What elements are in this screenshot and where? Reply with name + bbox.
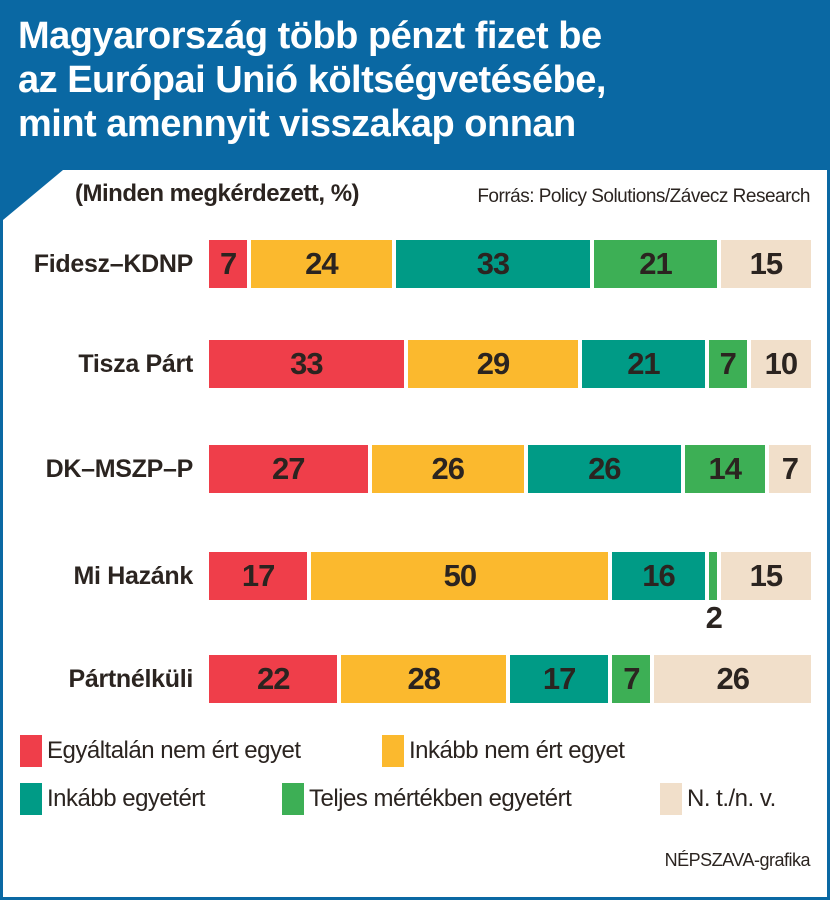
bar-segment: 7	[708, 340, 747, 388]
bar-segment: 15	[720, 240, 811, 288]
bar-segment: 33	[209, 340, 404, 388]
data-label: 17	[542, 661, 576, 696]
bar-segment: 7	[768, 445, 811, 493]
bar-row: 22 28 17 7 26	[209, 655, 811, 703]
category-label: Fidesz–KDNP	[33, 250, 194, 278]
bar-segment: 21	[582, 340, 705, 388]
bar-segment: 26	[371, 445, 525, 493]
bar-segment	[708, 552, 717, 600]
bar-segment: 15	[720, 552, 811, 600]
bar-segment: 17	[510, 655, 609, 703]
data-label: 33	[290, 346, 323, 381]
bar-segment: 7	[209, 240, 248, 288]
category-label: Mi Hazánk	[73, 562, 193, 590]
legend-item-no-answer: N. t./n. v.	[660, 783, 776, 815]
data-label: 50	[443, 558, 477, 593]
data-label: 16	[642, 558, 675, 593]
data-label: 26	[588, 451, 621, 486]
legend-item-rather-agree: Inkább egyetért	[20, 783, 205, 815]
title-line-3: mint amennyit visszakap onnan	[18, 103, 576, 145]
data-label: 10	[764, 346, 798, 381]
data-label: 15	[749, 558, 783, 593]
bar-row: 17 50 16 15	[209, 552, 811, 600]
bar-row: 27 26 26 14 7	[209, 445, 811, 493]
data-label: 21	[627, 346, 660, 381]
legend-label: Inkább nem ért egyet	[409, 737, 625, 764]
bar-segment: 28	[341, 655, 506, 703]
legend-label: Teljes mértékben egyetért	[309, 785, 572, 812]
data-label: 7	[719, 346, 737, 381]
bar-segment: 17	[209, 552, 308, 600]
category-label: Pártnélküli	[68, 665, 193, 693]
category-label: Tisza Párt	[78, 350, 193, 378]
bar-row: 7 24 33 21 15	[209, 240, 811, 288]
bar-segment: 26	[528, 445, 681, 493]
data-label: 17	[241, 558, 275, 593]
credit-note: NÉPSZAVA-grafika	[664, 850, 811, 870]
legend-label: N. t./n. v.	[687, 785, 776, 812]
legend-label: Egyáltalán nem ért egyet	[47, 737, 301, 764]
bar-segment: 10	[750, 340, 811, 388]
data-label: 7	[623, 661, 640, 696]
legend-item-strongly-disagree: Egyáltalán nem ért egyet	[20, 735, 301, 767]
data-label: 27	[272, 451, 305, 486]
legend-swatch-beige	[660, 783, 682, 815]
data-label: 28	[407, 661, 440, 696]
legend-swatch-yellow	[382, 735, 404, 767]
title-line-2: az Európai Unió költségvetésébe,	[18, 59, 606, 101]
data-label: 33	[476, 246, 510, 281]
data-label: 29	[476, 346, 510, 381]
data-label-outside: 2	[705, 600, 723, 635]
bar-segment: 33	[395, 240, 591, 288]
title-line-1: Magyarország több pénzt fizet be	[18, 15, 602, 57]
data-label: 14	[708, 451, 741, 486]
data-label: 24	[305, 246, 338, 281]
bar-segment: 29	[407, 340, 579, 388]
data-label: 22	[256, 661, 290, 696]
bar-row: 33 29 21 7 10	[209, 340, 811, 388]
legend-item-rather-disagree: Inkább nem ért egyet	[382, 735, 625, 767]
bar-segment: 22	[209, 655, 338, 703]
chart-title: Magyarország több pénzt fizet be az Euró…	[18, 14, 808, 146]
legend-swatch-red	[20, 735, 42, 767]
data-label: 26	[431, 451, 465, 486]
legend-label: Inkább egyetért	[47, 785, 205, 812]
speech-tail-decoration	[3, 170, 63, 220]
legend-swatch-green	[282, 783, 304, 815]
legend-item-fully-agree: Teljes mértékben egyetért	[282, 783, 572, 815]
data-label: 15	[749, 246, 783, 281]
source-note: Forrás: Policy Solutions/Závecz Research	[477, 186, 810, 207]
bar-segment: 50	[311, 552, 609, 600]
data-label: 7	[781, 451, 799, 486]
data-label: 26	[716, 661, 749, 696]
bar-segment: 14	[684, 445, 765, 493]
category-label: DK–MSZP–P	[45, 455, 194, 483]
bar-segment: 27	[209, 445, 368, 493]
bar-segment: 7	[612, 655, 651, 703]
bar-segment: 16	[612, 552, 705, 600]
bar-segment: 26	[654, 655, 811, 703]
bar-segment: 21	[594, 240, 717, 288]
legend-swatch-teal	[20, 783, 42, 815]
bar-segment: 24	[251, 240, 392, 288]
chart-subtitle: (Minden megkérdezett, %)	[75, 180, 360, 207]
data-label: 21	[639, 246, 672, 281]
header-banner: Magyarország több pénzt fizet be az Euró…	[0, 0, 830, 170]
data-label: 7	[219, 246, 237, 281]
